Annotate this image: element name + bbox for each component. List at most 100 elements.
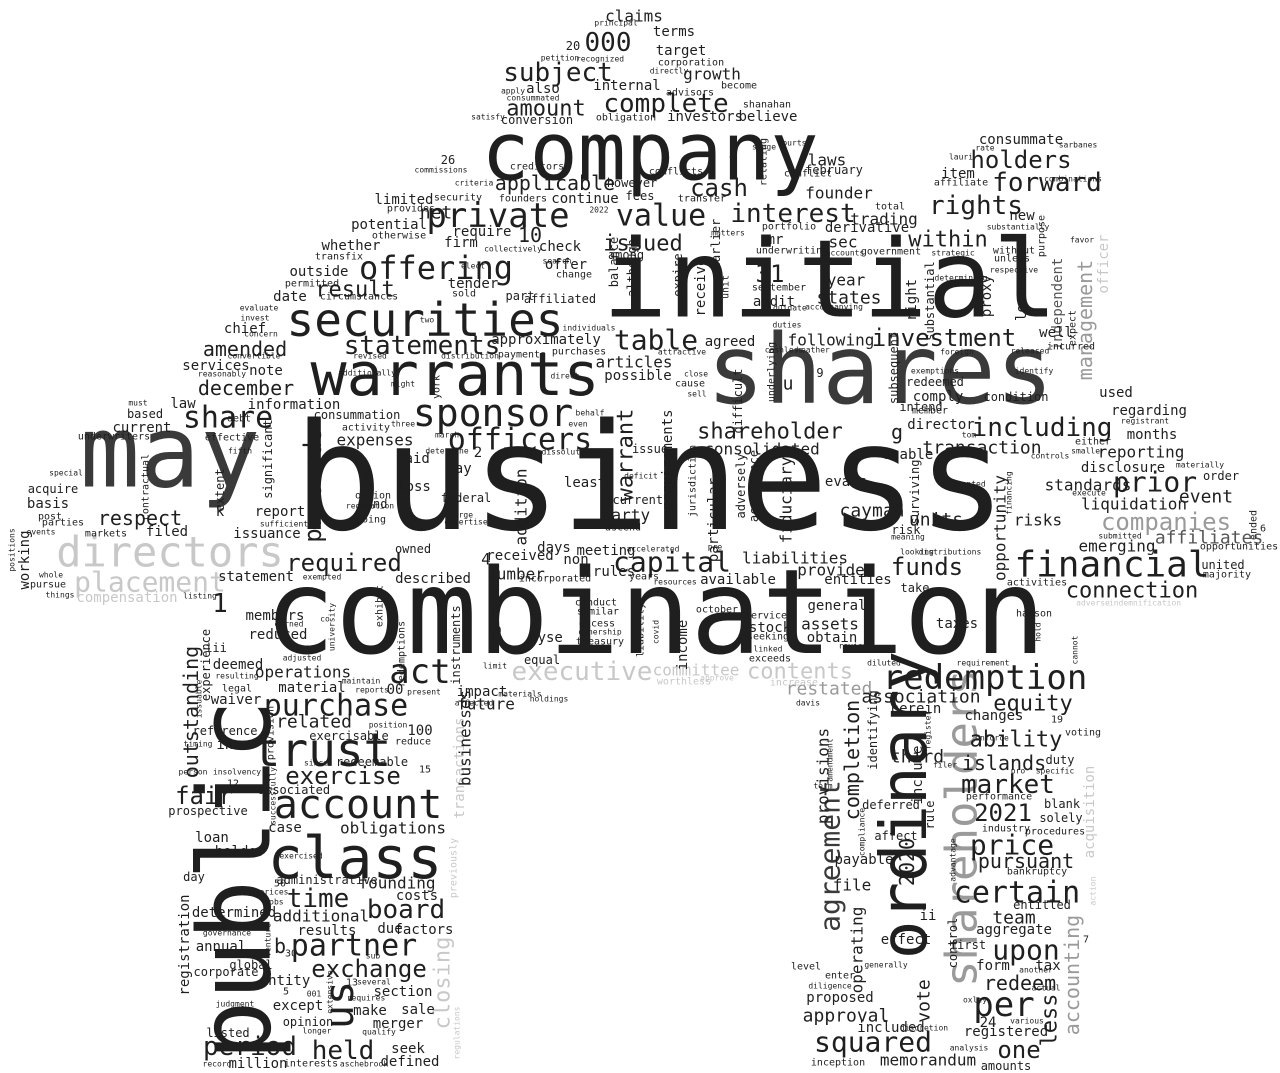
word-part: part <box>506 289 535 303</box>
word-underwriting: underwriting <box>756 246 828 257</box>
word-underlying: underlying <box>767 342 778 402</box>
word-require: require <box>452 224 511 240</box>
word-also: also <box>526 81 560 97</box>
word-amount: amount <box>506 97 585 122</box>
word-approve: approve <box>700 674 734 683</box>
word-venture: venture <box>264 923 273 957</box>
word-exchange: exchange <box>311 955 427 983</box>
word-tax: tax <box>1035 958 1060 974</box>
word-activities: activities <box>1007 578 1067 589</box>
word-factors: factors <box>394 922 453 938</box>
word-evans: evans <box>825 474 867 490</box>
word-day: day <box>183 870 205 884</box>
word-conduct: conduct <box>575 598 617 609</box>
word-applicable: applicable <box>495 171 615 195</box>
word-num000: 000 <box>585 28 632 58</box>
word-exhibit: exhibit <box>375 585 386 627</box>
word-term: term <box>813 782 832 791</box>
word-committee: committee <box>653 661 740 680</box>
word-total: total <box>875 202 905 213</box>
word-timing: timing <box>184 740 213 749</box>
word-operations: operations <box>255 663 351 682</box>
word-working: working <box>17 530 33 589</box>
word-expertise: expertise <box>444 518 488 527</box>
word-bankruptcy: bankruptcy <box>1007 867 1067 878</box>
word-acquisition: acquisition <box>1082 766 1098 859</box>
word-num2022: 2022 <box>589 206 608 215</box>
word-behalf: behalf <box>576 409 605 418</box>
word-united: united <box>1201 558 1244 572</box>
word-emerging: emerging <box>1078 537 1155 556</box>
word-agreed: agreed <box>705 334 756 350</box>
word-accompanying: accompanying <box>805 303 863 312</box>
word-unable: unable <box>883 447 934 463</box>
word-subsequent: subsequent <box>887 332 901 404</box>
word-majority: majority <box>1203 570 1251 581</box>
word-intend: intend <box>899 400 942 414</box>
word-number: number <box>487 565 545 584</box>
word-ordinary: ordinary <box>868 651 942 959</box>
word-described: described <box>395 571 471 587</box>
word-liquidation: liquidation <box>1081 495 1187 514</box>
word-letter-f: f <box>728 151 738 170</box>
word-another: another <box>1019 966 1053 975</box>
word-restated: restated <box>786 679 873 700</box>
word-cause: cause <box>675 379 705 390</box>
word-current: current <box>112 420 171 436</box>
word-opportunity: opportunity <box>991 475 1010 581</box>
word-direct: direct <box>551 372 580 381</box>
word-march: march <box>435 431 459 440</box>
word-holdings: holdings <box>530 695 569 704</box>
word-offering: offering <box>359 249 513 287</box>
word-previously: previously <box>449 838 460 898</box>
word-least: least <box>564 475 606 491</box>
word-diligence: diligence <box>808 982 852 991</box>
word-required: required <box>286 549 402 577</box>
word-including: including <box>972 413 1113 443</box>
word-courts: courts <box>778 139 807 148</box>
word-aggregate: aggregate <box>976 922 1052 938</box>
word-complete: complete <box>603 89 728 119</box>
word-include: include <box>910 745 926 804</box>
word-two: two <box>420 316 435 325</box>
word-increase: increase <box>770 678 818 689</box>
word-affiliates: affiliates <box>1155 528 1263 549</box>
word-cash: cash <box>690 174 748 202</box>
word-num26: 26 <box>441 153 455 167</box>
word-partner: partner <box>291 929 417 964</box>
word-num12: 12 <box>227 779 239 790</box>
word-consummation: consummation <box>314 408 401 422</box>
word-per: per <box>973 985 1034 1025</box>
word-meaning: meaning <box>891 533 925 542</box>
word-attractive: attractive <box>658 348 706 357</box>
word-us: us <box>317 981 363 1029</box>
word-extent: extent <box>213 468 227 511</box>
word-expenses: expenses <box>336 431 413 450</box>
word-agreement: agreement <box>814 780 847 932</box>
word-pro: pro <box>1011 767 1026 776</box>
word-evaluate: evaluate <box>240 304 279 313</box>
word-expect: expect <box>1068 310 1079 346</box>
word-cayman: cayman <box>839 501 904 522</box>
word-although: although <box>625 239 639 297</box>
word-governance: governance <box>203 929 251 938</box>
word-person: person <box>179 768 208 777</box>
word-listed: listed <box>206 1026 249 1040</box>
word-director: director <box>907 417 974 433</box>
word-review: review <box>839 642 868 651</box>
word-stock: stock <box>749 620 792 636</box>
word-permitted: permitted <box>285 279 339 290</box>
word-amendment: amendment <box>826 738 835 782</box>
word-placement: placement <box>74 566 226 599</box>
word-successfully: successfully <box>269 767 278 825</box>
word-additional: additional <box>273 907 369 926</box>
word-since: since <box>304 759 328 768</box>
word-potential: potential <box>351 217 427 233</box>
word-resulting: resulting <box>215 672 259 681</box>
word-form: form <box>976 958 1010 974</box>
word-fees: fees <box>626 189 655 203</box>
word-public: public <box>177 699 294 1060</box>
word-diluted: diluted <box>867 659 901 668</box>
word-option: option <box>355 491 391 502</box>
